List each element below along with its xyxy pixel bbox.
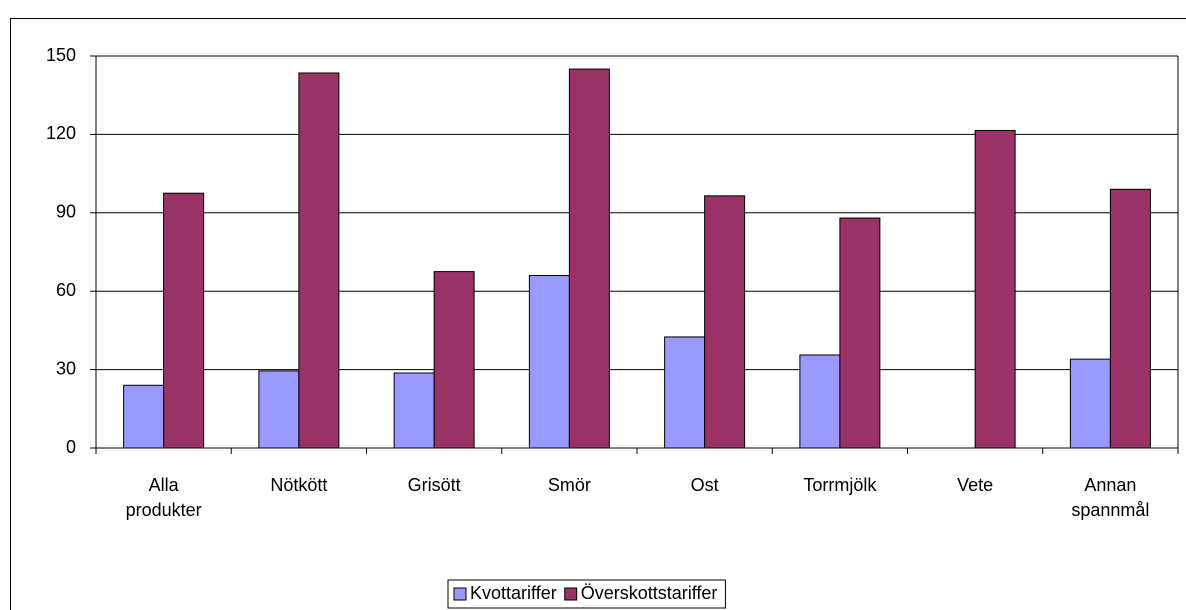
- x-tick-label: Nötkött: [270, 475, 327, 495]
- y-tick-label: 30: [56, 358, 76, 378]
- bar: [974, 129, 1016, 449]
- bar: [1069, 358, 1111, 449]
- bar: [1109, 188, 1151, 449]
- legend-swatch: [564, 587, 578, 601]
- y-tick-label: 0: [66, 437, 76, 457]
- x-tick-label: Ost: [691, 475, 719, 495]
- bar: [568, 68, 610, 449]
- bar: [664, 336, 706, 449]
- legend-label: Kvottariffer: [470, 583, 557, 603]
- bar: [258, 370, 300, 449]
- legend-label: Överskottstariffer: [581, 583, 718, 603]
- x-tick-label: Annan spannmål: [1071, 475, 1149, 520]
- x-tick-label: Torrmjölk: [803, 475, 877, 495]
- legend-swatch: [453, 587, 467, 601]
- x-tick-label: Smör: [548, 475, 591, 495]
- bar: [393, 372, 435, 449]
- bar: [123, 384, 165, 449]
- legend-box: [447, 579, 726, 609]
- x-tick-label: Vete: [957, 475, 993, 495]
- y-tick-label: 150: [46, 45, 76, 65]
- x-tick-label: Grisött: [408, 475, 461, 495]
- bar: [799, 354, 841, 449]
- bar: [528, 275, 570, 449]
- bar: [433, 271, 475, 449]
- bar: [704, 195, 746, 449]
- y-tick-label: 60: [56, 280, 76, 300]
- x-tick-label: Alla produkter: [126, 475, 202, 520]
- bar: [839, 217, 881, 449]
- bar: [163, 192, 205, 449]
- y-tick-label: 120: [46, 123, 76, 143]
- y-tick-label: 90: [56, 202, 76, 222]
- bar: [298, 72, 340, 449]
